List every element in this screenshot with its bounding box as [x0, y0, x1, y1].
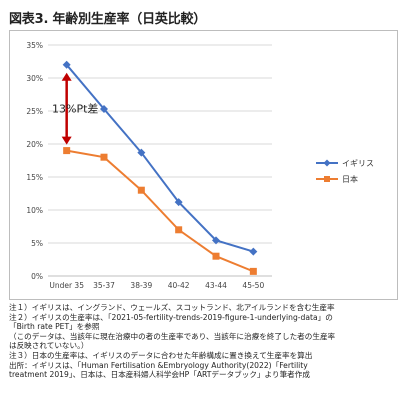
legend-label: 日本	[342, 174, 358, 184]
x-tick-label: 40-42	[168, 281, 190, 290]
note-line: 出所：イギリスは、「Human Fertilisation &Embryolog…	[9, 360, 308, 370]
y-tick-label: 5%	[31, 239, 43, 248]
y-tick-label: 20%	[26, 140, 43, 149]
note-line: treatment 2019」、日本は、日本産科婦人科学会HP「ARTデータブッ…	[9, 370, 310, 380]
series-line	[66, 149, 254, 273]
data-point	[137, 148, 146, 157]
data-point	[175, 226, 183, 234]
legend-label: イギリス	[342, 159, 374, 168]
legend-swatch-marker	[324, 176, 330, 182]
note-line: は反映されていない。）	[9, 341, 89, 351]
x-tick-label: Under 35	[49, 281, 84, 290]
note-line: 注２）イギリスの生産率は、「2021-05-fertility-trends-2…	[9, 312, 333, 322]
figure-title: 図表3. 年齢別生産率（日英比較）	[9, 12, 207, 27]
y-tick-label: 15%	[26, 173, 43, 182]
y-tick-label: 10%	[26, 206, 43, 215]
data-point	[174, 198, 183, 207]
x-tick-label: 35-37	[93, 281, 115, 290]
annotation-arrow-head-down	[61, 136, 72, 145]
data-point	[249, 267, 257, 275]
x-tick-label: 43-44	[205, 281, 227, 290]
data-point	[212, 252, 220, 260]
annotation-label: 13%Pt差	[52, 102, 98, 116]
data-point	[100, 105, 108, 114]
series-line	[65, 64, 254, 253]
y-tick-label: 25%	[26, 107, 43, 116]
line-chart: 0% 5% 10% 15% 20% 25% 30% 35% Under 35 35-37 38-39…	[26, 41, 374, 290]
y-tick-label: 35%	[26, 41, 43, 50]
x-tick-label: 45-50	[242, 281, 264, 290]
data-point	[100, 153, 108, 161]
x-tick-label: 38-39	[130, 281, 152, 290]
chart-frame: 0% 5% 10% 15% 20% 25% 30% 35% Under 35 35-37 38-39…	[9, 30, 398, 300]
data-point	[62, 60, 71, 69]
footnotes: 注１）イギリスは、イングランド、ウェールズ、スコットランド、北アイルランドを含む…	[9, 303, 401, 380]
y-tick-label: 30%	[26, 74, 43, 83]
data-point	[249, 247, 258, 256]
data-point	[63, 147, 71, 155]
note-line: （このデータは、当該年に現在治療中の者の生産率であり、当該年に治療を終了した者の…	[9, 331, 336, 341]
legend-swatch-marker	[323, 159, 331, 167]
y-tick-label: 0%	[31, 272, 43, 281]
note-line: 「Birth rate PET」を参照	[9, 322, 100, 332]
annotation-arrow-head-up	[61, 72, 72, 81]
note-line: 注３）日本の生産率は、イギリスのデータに合わせた年齢構成に置き換えて生産率を算出	[9, 350, 313, 360]
data-point	[212, 236, 220, 245]
note-line: 注１）イギリスは、イングランド、ウェールズ、スコットランド、北アイルランドを含む…	[9, 303, 335, 312]
data-point	[137, 186, 145, 194]
